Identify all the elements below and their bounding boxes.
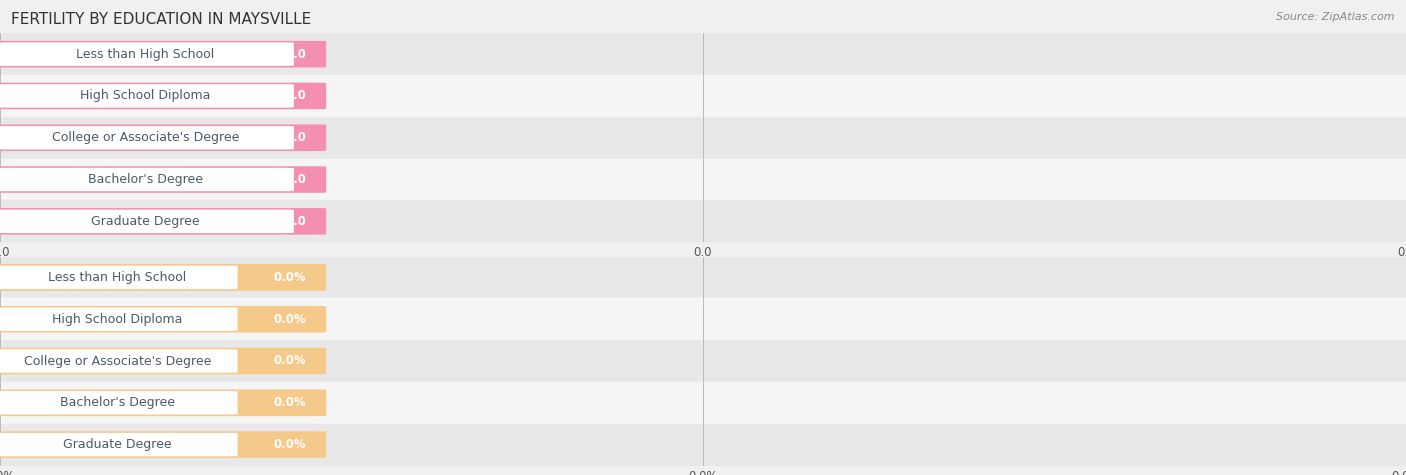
- Text: Graduate Degree: Graduate Degree: [63, 438, 172, 451]
- Bar: [0, 75, 1406, 117]
- Bar: [0, 424, 1406, 466]
- Bar: [0, 200, 1406, 242]
- Text: Bachelor's Degree: Bachelor's Degree: [60, 396, 174, 409]
- FancyBboxPatch shape: [0, 126, 294, 150]
- FancyBboxPatch shape: [0, 390, 326, 416]
- Text: 0.0: 0.0: [285, 48, 307, 61]
- Text: 0.0%: 0.0%: [274, 313, 307, 326]
- Text: 0.0: 0.0: [285, 131, 307, 144]
- FancyBboxPatch shape: [0, 306, 326, 332]
- Bar: [0, 33, 1406, 75]
- Text: Less than High School: Less than High School: [48, 271, 187, 284]
- FancyBboxPatch shape: [0, 124, 326, 151]
- Bar: [0, 256, 1406, 298]
- Text: College or Associate's Degree: College or Associate's Degree: [24, 354, 211, 368]
- Text: FERTILITY BY EDUCATION IN MAYSVILLE: FERTILITY BY EDUCATION IN MAYSVILLE: [11, 12, 312, 27]
- FancyBboxPatch shape: [0, 166, 326, 193]
- FancyBboxPatch shape: [0, 264, 326, 291]
- Bar: [0, 340, 1406, 382]
- Text: 0.0%: 0.0%: [274, 271, 307, 284]
- Text: High School Diploma: High School Diploma: [80, 89, 211, 103]
- Text: Source: ZipAtlas.com: Source: ZipAtlas.com: [1277, 12, 1395, 22]
- FancyBboxPatch shape: [0, 168, 294, 191]
- FancyBboxPatch shape: [0, 42, 294, 66]
- Text: High School Diploma: High School Diploma: [52, 313, 183, 326]
- FancyBboxPatch shape: [0, 433, 238, 456]
- Text: 0.0%: 0.0%: [274, 396, 307, 409]
- Text: 0.0: 0.0: [285, 173, 307, 186]
- FancyBboxPatch shape: [0, 348, 326, 374]
- Bar: [0, 298, 1406, 340]
- Text: 0.0: 0.0: [285, 215, 307, 228]
- FancyBboxPatch shape: [0, 209, 294, 233]
- Text: Bachelor's Degree: Bachelor's Degree: [89, 173, 202, 186]
- FancyBboxPatch shape: [0, 431, 326, 458]
- Bar: [0, 382, 1406, 424]
- FancyBboxPatch shape: [0, 266, 238, 289]
- Text: 0.0: 0.0: [285, 89, 307, 103]
- Text: 0.0%: 0.0%: [274, 438, 307, 451]
- Bar: [0, 117, 1406, 159]
- FancyBboxPatch shape: [0, 349, 238, 373]
- Bar: [0, 159, 1406, 200]
- FancyBboxPatch shape: [0, 391, 238, 415]
- Text: Less than High School: Less than High School: [76, 48, 215, 61]
- FancyBboxPatch shape: [0, 83, 326, 109]
- FancyBboxPatch shape: [0, 84, 294, 108]
- Text: College or Associate's Degree: College or Associate's Degree: [52, 131, 239, 144]
- FancyBboxPatch shape: [0, 208, 326, 235]
- FancyBboxPatch shape: [0, 307, 238, 331]
- Text: 0.0%: 0.0%: [274, 354, 307, 368]
- FancyBboxPatch shape: [0, 41, 326, 67]
- Text: Graduate Degree: Graduate Degree: [91, 215, 200, 228]
